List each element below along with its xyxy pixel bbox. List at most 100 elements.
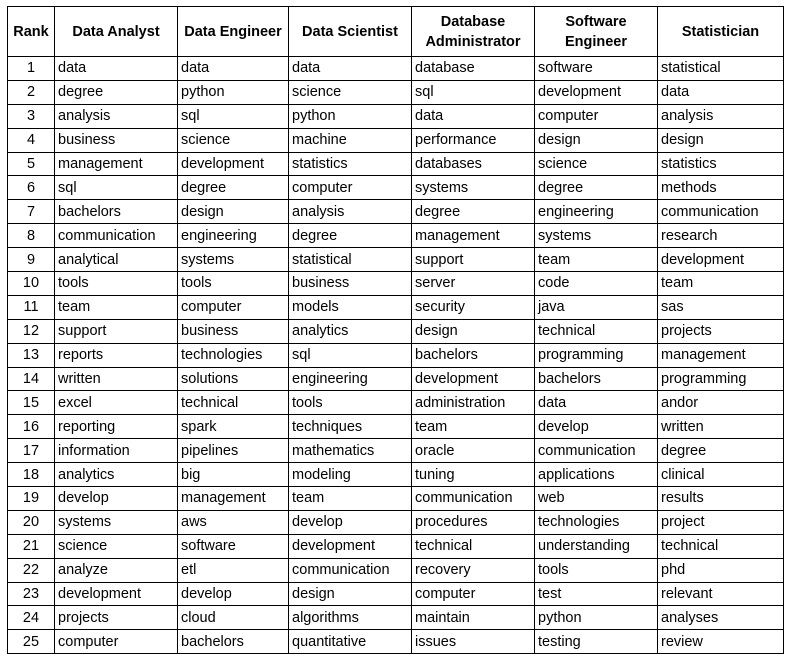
keyword-cell: tools (177, 271, 289, 296)
keyword-cell: computer (411, 581, 535, 607)
job-keywords-table: Rank Data Analyst Data Engineer Data Sci… (7, 6, 784, 655)
keyword-cell: analyze (54, 557, 178, 583)
keyword-cell: spark (177, 414, 289, 440)
keyword-cell: analysis (54, 103, 178, 129)
keyword-cell: develop (288, 509, 412, 535)
keyword-cell: development (411, 366, 535, 392)
keyword-cell: communication (411, 486, 535, 511)
keyword-cell: analytical (54, 247, 178, 273)
table-row: 16 reporting spark techniques team develop wri… (7, 414, 784, 440)
rank-cell: 10 (7, 271, 55, 296)
table-row: 9 analytical systems statistical support team… (7, 247, 784, 273)
keyword-cell: development (534, 79, 658, 105)
header-database-administrator: Database Administrator (411, 6, 535, 57)
keyword-cell: sql (411, 79, 535, 105)
keyword-cell: python (534, 605, 658, 631)
keyword-cell: technical (657, 533, 784, 559)
rank-cell: 25 (7, 629, 55, 655)
keyword-cell: systems (54, 509, 178, 535)
keyword-cell: technical (534, 318, 658, 344)
keyword-cell: tools (288, 390, 412, 416)
keyword-cell: business (177, 318, 289, 344)
keyword-cell: data (288, 56, 412, 81)
keyword-cell: techniques (288, 414, 412, 440)
keyword-cell: applications (534, 462, 658, 488)
keyword-cell: research (657, 223, 784, 249)
rank-cell: 5 (7, 151, 55, 177)
keyword-cell: statistics (288, 151, 412, 177)
keyword-cell: software (534, 56, 658, 81)
keyword-cell: management (177, 486, 289, 511)
rank-cell: 18 (7, 462, 55, 488)
keyword-cell: machine (288, 127, 412, 153)
keyword-cell: analytics (54, 462, 178, 488)
keyword-cell: management (657, 342, 784, 368)
keyword-cell: computer (534, 103, 658, 129)
keyword-cell: team (54, 294, 178, 320)
keyword-cell: database (411, 56, 535, 81)
rank-cell: 16 (7, 414, 55, 440)
keyword-cell: sas (657, 294, 784, 320)
rank-cell: 6 (7, 175, 55, 201)
keyword-cell: computer (54, 629, 178, 655)
keyword-cell: systems (411, 175, 535, 201)
keyword-cell: communication (54, 223, 178, 249)
rank-cell: 1 (7, 56, 55, 81)
keyword-cell: understanding (534, 533, 658, 559)
keyword-cell: computer (177, 294, 289, 320)
rank-cell: 13 (7, 342, 55, 368)
keyword-cell: data (54, 56, 178, 81)
keyword-cell: technical (177, 390, 289, 416)
header-data-engineer: Data Engineer (177, 6, 289, 57)
keyword-cell: team (657, 271, 784, 296)
keyword-cell: degree (288, 223, 412, 249)
keyword-cell: sql (54, 175, 178, 201)
keyword-cell: design (657, 127, 784, 153)
keyword-cell: phd (657, 557, 784, 583)
keyword-cell: engineering (288, 366, 412, 392)
table-row: 14 written solutions engineering development… (7, 366, 784, 392)
keyword-cell: design (288, 581, 412, 607)
table-row: 22 analyze etl communication recovery tools ph… (7, 557, 784, 583)
keyword-cell: java (534, 294, 658, 320)
keyword-cell: models (288, 294, 412, 320)
keyword-cell: team (288, 486, 412, 511)
rank-cell: 23 (7, 581, 55, 607)
keyword-cell: projects (657, 318, 784, 344)
table-row: 12 support business analytics design technica… (7, 318, 784, 344)
keyword-cell: review (657, 629, 784, 655)
keyword-cell: science (54, 533, 178, 559)
keyword-cell: oracle (411, 438, 535, 464)
keyword-cell: science (288, 79, 412, 105)
rank-cell: 14 (7, 366, 55, 392)
keyword-cell: maintain (411, 605, 535, 631)
keyword-cell: develop (177, 581, 289, 607)
table-row: 8 communication engineering degree managemen… (7, 223, 784, 249)
keyword-cell: clinical (657, 462, 784, 488)
keyword-cell: performance (411, 127, 535, 153)
keyword-cell: technologies (177, 342, 289, 368)
keyword-cell: software (177, 533, 289, 559)
table-row: 5 management development statistics database… (7, 151, 784, 177)
keyword-cell: develop (54, 486, 178, 511)
rank-cell: 19 (7, 486, 55, 511)
keyword-cell: business (288, 271, 412, 296)
keyword-cell: relevant (657, 581, 784, 607)
keyword-cell: development (54, 581, 178, 607)
table-row: 6 sql degree computer systems degree methods (7, 175, 784, 201)
table-row: 25 computer bachelors quantitative issues tes… (7, 629, 784, 655)
keyword-cell: tuning (411, 462, 535, 488)
keyword-cell: team (534, 247, 658, 273)
keyword-cell: communication (288, 557, 412, 583)
keyword-cell: algorithms (288, 605, 412, 631)
header-data-scientist: Data Scientist (288, 6, 412, 57)
keyword-cell: technologies (534, 509, 658, 535)
rank-cell: 11 (7, 294, 55, 320)
keyword-cell: results (657, 486, 784, 511)
rank-cell: 8 (7, 223, 55, 249)
keyword-cell: quantitative (288, 629, 412, 655)
keyword-cell: data (534, 390, 658, 416)
keyword-cell: data (411, 103, 535, 129)
table-row: 7 bachelors design analysis degree engineerin… (7, 199, 784, 225)
rank-cell: 2 (7, 79, 55, 105)
